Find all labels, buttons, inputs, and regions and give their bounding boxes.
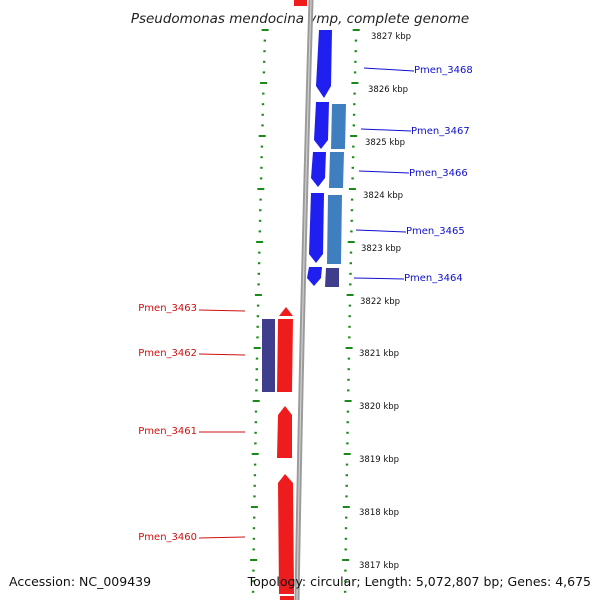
leader-line: [358, 170, 410, 174]
kbp-label: 3823 kbp: [361, 244, 401, 254]
leader-line: [198, 536, 246, 539]
forward-strand: [307, 30, 346, 287]
left-tick-track: [250, 29, 269, 593]
kbp-label: 3817 kbp: [359, 561, 399, 571]
leader-line: [363, 67, 415, 72]
gene-pmen-3463-shape[interactable]: [279, 307, 293, 316]
genome-summary-text: Topology: circular; Length: 5,072,807 bp…: [247, 574, 591, 589]
kbp-scale: 3827 kbp 3826 kbp 3825 kbp 3824 kbp 3823…: [359, 32, 411, 571]
gene-reverse-alt-frame[interactable]: [262, 319, 275, 392]
leader-line: [198, 309, 246, 312]
gene-label-pmen-3468[interactable]: Pmen_3468: [414, 65, 473, 76]
kbp-label: 3821 kbp: [359, 349, 399, 359]
gene-alt-frame-1[interactable]: [331, 104, 346, 149]
gene-pmen-3466-shape[interactable]: [311, 152, 326, 187]
gene-top-partial[interactable]: [294, 0, 307, 6]
leader-line: [198, 353, 246, 356]
gene-label-pmen-3460[interactable]: Pmen_3460: [138, 532, 197, 543]
kbp-label: 3824 kbp: [363, 191, 403, 201]
reverse-strand: [262, 0, 307, 600]
accession-text: Accession: NC_009439: [9, 574, 151, 589]
kbp-label: 3822 kbp: [360, 297, 400, 307]
leader-line: [353, 277, 405, 280]
right-tick-track: [342, 29, 360, 593]
gene-label-pmen-3463[interactable]: Pmen_3463: [138, 303, 197, 314]
gene-alt-frame-4[interactable]: [325, 268, 339, 287]
gene-label-pmen-3461[interactable]: Pmen_3461: [138, 426, 197, 437]
gene-pmen-3464-shape[interactable]: [307, 267, 322, 286]
gene-label-pmen-3466[interactable]: Pmen_3466: [409, 168, 468, 179]
gene-label-pmen-3467[interactable]: Pmen_3467: [411, 126, 470, 137]
gene-pmen-3467-shape[interactable]: [314, 102, 329, 149]
leader-line: [360, 128, 412, 132]
kbp-label: 3819 kbp: [359, 455, 399, 465]
genome-backbone-highlight: [296, 0, 312, 600]
gene-pmen-3468-shape[interactable]: [316, 30, 332, 98]
gene-label-pmen-3465[interactable]: Pmen_3465: [406, 226, 465, 237]
kbp-label: 3820 kbp: [359, 402, 399, 412]
gene-pmen-3460-shape[interactable]: [278, 474, 294, 594]
gene-label-pmen-3462[interactable]: Pmen_3462: [138, 348, 197, 359]
gene-pmen-3462-shape[interactable]: [277, 319, 293, 392]
genome-title: Pseudomonas mendocina ymp, complete geno…: [131, 11, 469, 27]
kbp-label: 3818 kbp: [359, 508, 399, 518]
kbp-label: 3826 kbp: [368, 85, 408, 95]
gene-alt-frame-2[interactable]: [329, 152, 344, 188]
forward-gene-labels: Pmen_3468 Pmen_3467 Pmen_3466 Pmen_3465 …: [353, 65, 473, 284]
kbp-label: 3825 kbp: [365, 138, 405, 148]
gene-pmen-3461-shape[interactable]: [277, 406, 292, 458]
reverse-gene-labels: Pmen_3463 Pmen_3462 Pmen_3461 Pmen_3460: [138, 303, 246, 543]
kbp-label: 3827 kbp: [371, 32, 411, 42]
gene-label-pmen-3464[interactable]: Pmen_3464: [404, 273, 463, 284]
gene-pmen-3465-shape[interactable]: [309, 193, 324, 263]
leader-line: [355, 229, 407, 233]
gene-bottom-partial[interactable]: [280, 596, 294, 600]
gene-alt-frame-3[interactable]: [327, 195, 342, 264]
